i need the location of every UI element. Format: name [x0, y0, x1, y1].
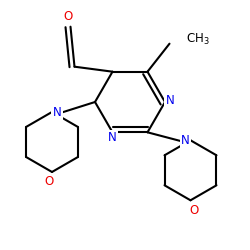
Text: N: N: [108, 131, 117, 144]
Text: N: N: [181, 134, 190, 147]
Text: CH$_3$: CH$_3$: [186, 32, 209, 47]
Text: N: N: [52, 106, 62, 118]
Text: O: O: [63, 10, 72, 23]
Text: O: O: [44, 176, 54, 188]
Text: N: N: [166, 94, 174, 106]
Text: O: O: [189, 204, 198, 217]
